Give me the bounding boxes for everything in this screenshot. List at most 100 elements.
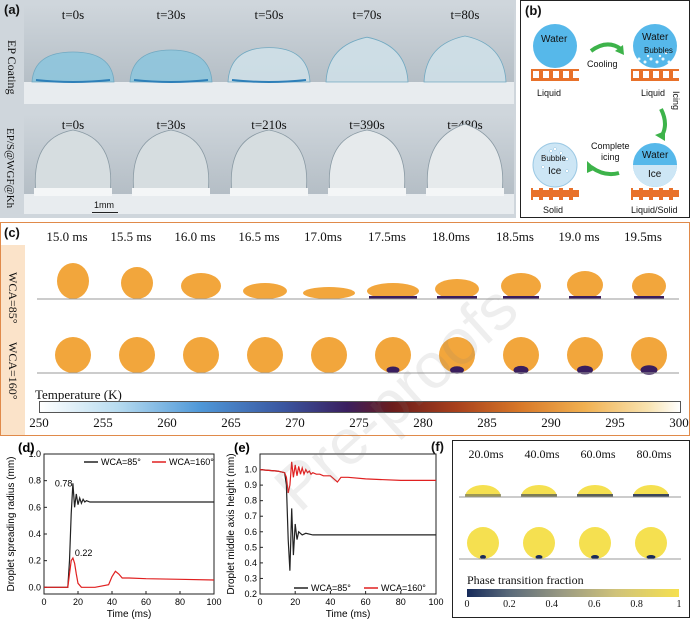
legend-label: WCA=85° bbox=[101, 457, 141, 467]
photo-cell: t=210s bbox=[220, 114, 318, 214]
state-liquid bbox=[531, 24, 579, 81]
temperature-colorbar-title: Temperature (K) bbox=[35, 387, 122, 402]
phase-tick: 0.6 bbox=[587, 599, 601, 610]
temperature-colorbar bbox=[39, 401, 681, 413]
y-tick-label: 0.5 bbox=[244, 542, 257, 552]
time-label: t=30s bbox=[156, 117, 186, 132]
label-bubbles: Bubbles bbox=[644, 46, 673, 55]
panel-c: (c) WCA=85° WCA=160° 15.0 ms 15.5 ms 16.0 … bbox=[0, 222, 690, 436]
cold-spot bbox=[577, 365, 593, 375]
time-label-c: 19.5ms bbox=[624, 229, 662, 244]
cold-spot bbox=[386, 366, 400, 374]
row-label-ep-coating: EP Coating bbox=[5, 39, 19, 95]
row-label-wca160: WCA=160° bbox=[6, 342, 20, 400]
droplet-wca85 bbox=[367, 283, 419, 299]
y-tick-label: 0.3 bbox=[244, 573, 257, 583]
phase-tick: 0.2 bbox=[503, 599, 516, 610]
time-label-c: 16.5 ms bbox=[238, 229, 280, 244]
y-tick-label: 0.8 bbox=[244, 496, 257, 506]
arrow-cooling bbox=[589, 42, 623, 53]
colorbar-tick: 280 bbox=[413, 415, 433, 430]
label-liquid-2: Liquid bbox=[641, 88, 666, 98]
time-label-f: 60.0ms bbox=[580, 447, 616, 461]
time-label-c: 18.5ms bbox=[496, 229, 534, 244]
state-liquid-solid bbox=[631, 143, 679, 200]
time-label: t=30s bbox=[156, 7, 186, 22]
row-label-strip bbox=[1, 245, 25, 435]
phase-tick: 0.4 bbox=[545, 599, 559, 610]
time-label-c: 17.5ms bbox=[368, 229, 406, 244]
droplet-wca160 bbox=[183, 337, 219, 373]
time-label-c: 16.0 ms bbox=[174, 229, 216, 244]
photo-cell: t=0s bbox=[24, 4, 122, 104]
time-label: t=0s bbox=[61, 7, 85, 22]
droplet-wca160 bbox=[439, 337, 475, 373]
photo-cell: t=70s bbox=[318, 4, 416, 104]
photo-cell: t=480s bbox=[416, 114, 514, 214]
phase-colorbar bbox=[467, 589, 679, 597]
plot-frame bbox=[259, 453, 437, 595]
time-label-f: 40.0ms bbox=[524, 447, 560, 461]
droplet-wca160 bbox=[247, 337, 283, 373]
legend-label: WCA=85° bbox=[311, 583, 351, 593]
photo-cell: t=30s bbox=[122, 4, 220, 104]
data-annotation: 0.22 bbox=[75, 548, 93, 558]
time-label: t=390s bbox=[349, 117, 385, 132]
x-tick-label: 100 bbox=[428, 597, 443, 607]
x-tick-label: 0 bbox=[257, 597, 262, 607]
y-tick-label: 0.2 bbox=[244, 589, 257, 599]
panel-c-label: (c) bbox=[4, 225, 20, 240]
chart-d: (d) 0 20 40 60 80 100 0.0 0.2 0.4 0.6 0.8 1.0 Time (m… bbox=[6, 440, 222, 620]
colorbar-tick: 285 bbox=[477, 415, 497, 430]
plot-frame bbox=[43, 453, 215, 595]
droplet-wca160 bbox=[375, 337, 411, 373]
panel-a: (a) EP Coating EP/S@WGF@Kh t=0s t=30s t=50… bbox=[0, 0, 516, 218]
droplet-f-bottom bbox=[635, 527, 667, 559]
x-tick-label: 80 bbox=[175, 597, 185, 607]
colorbar-tick: 265 bbox=[221, 415, 241, 430]
time-label: t=70s bbox=[352, 7, 382, 22]
row-label-composite: EP/S@WGF@Kh bbox=[4, 127, 16, 209]
time-label-c: 19.0 ms bbox=[558, 229, 600, 244]
label-liquid-1: Liquid bbox=[537, 88, 562, 98]
colorbar-tick: 270 bbox=[285, 415, 305, 430]
panel-a-label: (a) bbox=[4, 2, 20, 17]
photo-cell: t=0s bbox=[24, 114, 122, 214]
chart-e: (e) 0 20 40 60 80 100 0.2 0.3 0.4 0.5 0.6 0.7 0.8 0.9 1… bbox=[226, 440, 444, 620]
droplet-wca160 bbox=[119, 337, 155, 373]
droplet-f-bottom bbox=[579, 527, 611, 559]
phase-colorbar-title: Phase transition fraction bbox=[467, 573, 584, 587]
label-liquid-solid: Liquid/Solid bbox=[631, 205, 678, 215]
legend-label: WCA=160° bbox=[169, 457, 214, 467]
series-line bbox=[259, 469, 436, 571]
droplet-wca85 bbox=[567, 271, 603, 299]
x-axis-label: Time (ms) bbox=[107, 609, 152, 620]
solid-layer bbox=[633, 494, 669, 497]
x-tick-label: 80 bbox=[396, 597, 406, 607]
x-tick-label: 60 bbox=[361, 597, 371, 607]
droplet-wca160 bbox=[311, 337, 347, 373]
y-tick-label: 1.0 bbox=[244, 465, 257, 475]
droplet-f-bottom bbox=[467, 527, 499, 559]
droplet-snapshots bbox=[37, 263, 679, 375]
arrow-complete-icing bbox=[589, 165, 620, 177]
colorbar-tick: 300 bbox=[669, 415, 689, 430]
colorbar-tick: 275 bbox=[349, 415, 369, 430]
y-tick-label: 0.8 bbox=[28, 476, 41, 486]
label-icing: Icing bbox=[671, 91, 681, 111]
phase-tick: 1 bbox=[676, 599, 682, 610]
x-axis-label: Time (ms) bbox=[326, 609, 371, 620]
time-label: t=80s bbox=[450, 7, 480, 22]
cold-layer bbox=[437, 296, 477, 299]
panel-f-label: (f) bbox=[431, 439, 444, 454]
label-water-2: Water bbox=[642, 32, 669, 43]
solid-spot bbox=[535, 555, 543, 559]
state-bubbles bbox=[631, 24, 679, 81]
solid-layer bbox=[521, 494, 557, 497]
panel-label: (d) bbox=[18, 440, 35, 455]
y-tick-label: 0.6 bbox=[28, 502, 41, 512]
label-bubble-4: Bubble bbox=[541, 154, 566, 163]
series-line bbox=[44, 483, 214, 588]
label-icing-2: icing bbox=[601, 152, 620, 162]
row-label-wca85: WCA=85° bbox=[6, 272, 20, 324]
